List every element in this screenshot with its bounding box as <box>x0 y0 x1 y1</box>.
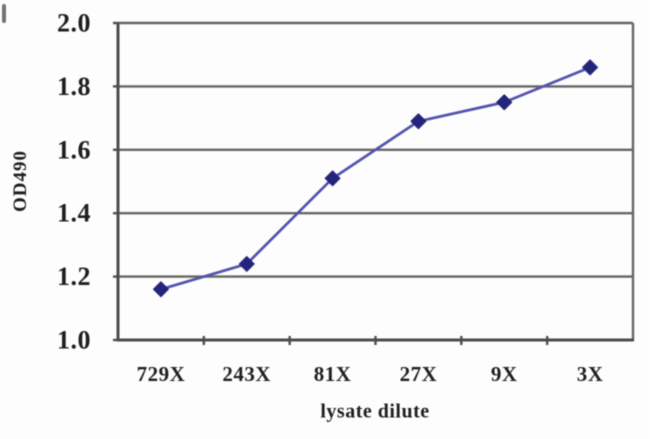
scan-artifact-mark <box>2 4 6 23</box>
y-tick-label: 1.8 <box>57 72 91 101</box>
data-point-marker <box>238 255 255 272</box>
y-tick-label: 1.2 <box>57 262 91 291</box>
series-line <box>159 66 592 291</box>
y-tick-label: 2.0 <box>57 9 91 38</box>
y-tick-label: 1.6 <box>57 135 91 164</box>
data-point-marker <box>410 113 427 130</box>
y-axis-title: OD490 <box>10 150 31 212</box>
x-tick-label: 9X <box>491 362 518 386</box>
x-tick-label: 729X <box>137 362 186 386</box>
x-tick-label: 243X <box>222 362 271 386</box>
x-tick-label: 81X <box>314 362 352 386</box>
x-axis-title: lysate dilute <box>320 400 430 423</box>
data-point-marker <box>152 281 169 298</box>
y-tick-label: 1.0 <box>57 326 91 355</box>
y-tick-label: 1.4 <box>57 199 91 228</box>
data-point-marker <box>496 94 513 111</box>
data-point-marker <box>324 170 341 187</box>
x-tick-label: 3X <box>577 362 604 386</box>
data-point-marker <box>582 59 599 76</box>
x-tick-label: 27X <box>400 362 438 386</box>
